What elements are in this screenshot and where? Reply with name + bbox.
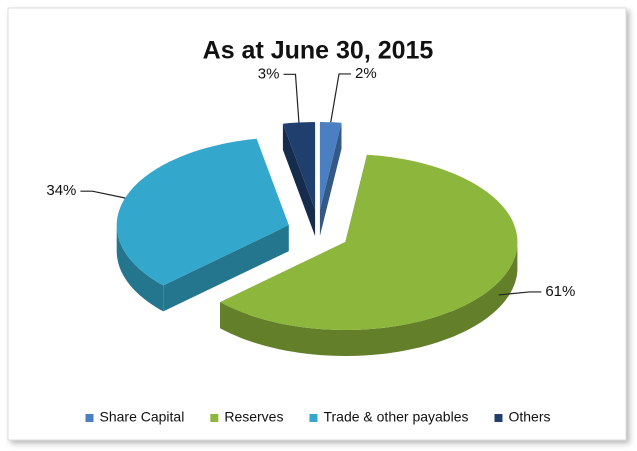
slice <box>116 138 289 312</box>
legend-label: Share Capital <box>100 409 185 425</box>
slice <box>319 122 342 236</box>
pie <box>116 122 518 356</box>
data-label: 2% <box>355 65 377 82</box>
slice <box>319 122 342 210</box>
legend-item: Reserves <box>210 409 283 425</box>
legend-swatch <box>309 414 318 422</box>
leader-line <box>283 73 300 123</box>
legend-label: Reserves <box>224 409 283 425</box>
legend-swatch <box>494 414 503 422</box>
slice-side <box>220 242 518 356</box>
slice-side <box>116 225 164 312</box>
slice <box>282 122 316 237</box>
legend-label: Others <box>508 409 550 425</box>
data-label: 61% <box>545 283 575 300</box>
chart-background <box>7 7 627 441</box>
leader-line <box>80 190 126 199</box>
chart-title: As at June 30, 2015 <box>203 37 434 65</box>
legend-item: Others <box>494 409 551 425</box>
slice-side <box>163 225 289 312</box>
legend-label: Trade & other payables <box>323 409 468 425</box>
legend: Share Capital Reserves Trade & other payab… <box>85 409 551 425</box>
slice <box>282 122 316 211</box>
slice-side <box>319 122 342 236</box>
leader-line <box>498 291 542 296</box>
legend-item: Trade & other payables <box>309 409 468 425</box>
data-labels: 2% 61% 34% 3% <box>46 65 575 300</box>
data-label: 3% <box>258 65 280 82</box>
slice <box>220 154 518 356</box>
slice-side <box>282 123 316 237</box>
slice <box>220 154 518 330</box>
slice <box>116 138 289 286</box>
legend-item: Share Capital <box>85 409 185 425</box>
legend-swatch <box>85 414 94 422</box>
leader-line <box>330 73 352 123</box>
data-label: 34% <box>46 182 76 199</box>
legend-swatch <box>210 414 219 422</box>
